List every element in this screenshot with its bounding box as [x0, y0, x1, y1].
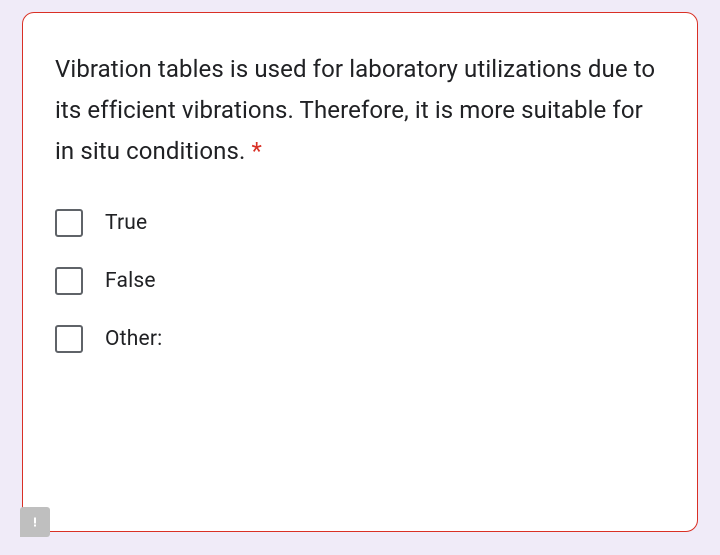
question-card: Vibration tables is used for laboratory …	[22, 12, 698, 532]
option-row-false[interactable]: False	[55, 267, 665, 295]
option-label-false: False	[105, 269, 156, 293]
checkbox-false[interactable]	[55, 267, 83, 295]
question-body: Vibration tables is used for laboratory …	[55, 55, 655, 165]
option-row-other[interactable]: Other:	[55, 325, 665, 353]
checkbox-true[interactable]	[55, 209, 83, 237]
option-label-true: True	[105, 211, 147, 235]
required-asterisk: *	[251, 137, 261, 165]
feedback-tab[interactable]	[20, 507, 50, 537]
options-group: True False Other:	[55, 209, 665, 353]
question-text: Vibration tables is used for laboratory …	[55, 49, 665, 171]
checkbox-other[interactable]	[55, 325, 83, 353]
exclamation-icon	[29, 516, 41, 528]
option-label-other: Other:	[105, 327, 162, 351]
option-row-true[interactable]: True	[55, 209, 665, 237]
